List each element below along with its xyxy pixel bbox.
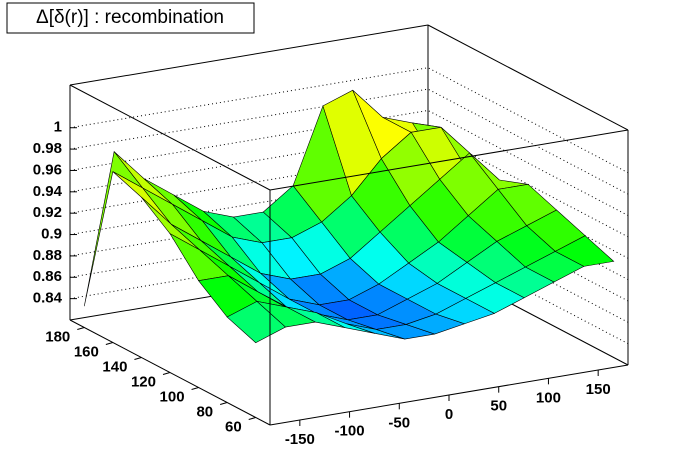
z-tick-label: 0.92 (33, 204, 62, 221)
y-tick (105, 342, 113, 345)
y-tick-label: 120 (131, 373, 156, 390)
chart-title: Δ[δ(r)] : recombination (36, 7, 224, 28)
grid-line (69, 67, 629, 174)
y-tick-label: 160 (74, 343, 99, 360)
y-tick-label: 80 (196, 403, 213, 420)
box-edge (427, 24, 629, 131)
grid-line (69, 152, 629, 259)
y-tick-label: 140 (102, 358, 127, 375)
box-edge (269, 129, 629, 191)
y-tick (248, 417, 256, 420)
surface-cell (554, 235, 615, 267)
x-tick-label: -150 (285, 431, 315, 448)
y-tick (77, 327, 85, 330)
y-tick-label: 100 (160, 388, 185, 405)
grid-line (69, 88, 629, 195)
box-edge (69, 84, 271, 191)
x-tick-label: 150 (586, 381, 611, 398)
y-tick-label: 60 (225, 418, 242, 435)
z-tick-label: 0.98 (33, 140, 62, 157)
box-edge (69, 24, 429, 86)
y-tick (162, 372, 171, 375)
z-tick-label: 0.88 (33, 247, 62, 264)
y-tick (134, 357, 142, 360)
x-tick-label: 100 (536, 389, 561, 406)
z-tick-label: 0.86 (33, 268, 62, 285)
y-tick-label: 180 (45, 328, 70, 345)
z-tick-label: 0.84 (33, 290, 63, 307)
grid-line (69, 131, 629, 238)
x-tick-label: -50 (388, 414, 410, 431)
x-tick-label: 50 (490, 398, 507, 415)
z-tick-label: 0.9 (41, 226, 62, 243)
y-tick (220, 402, 228, 405)
grid-line (69, 238, 629, 345)
z-tick-label: 0.94 (33, 183, 63, 200)
z-tick-label: 0.96 (33, 161, 62, 178)
title-box (6, 2, 255, 34)
y-tick (191, 387, 199, 390)
z-tick-label: 1 (54, 119, 62, 136)
grid-line (69, 109, 629, 216)
x-tick-label: 0 (445, 406, 453, 423)
x-tick-label: -100 (335, 423, 365, 440)
